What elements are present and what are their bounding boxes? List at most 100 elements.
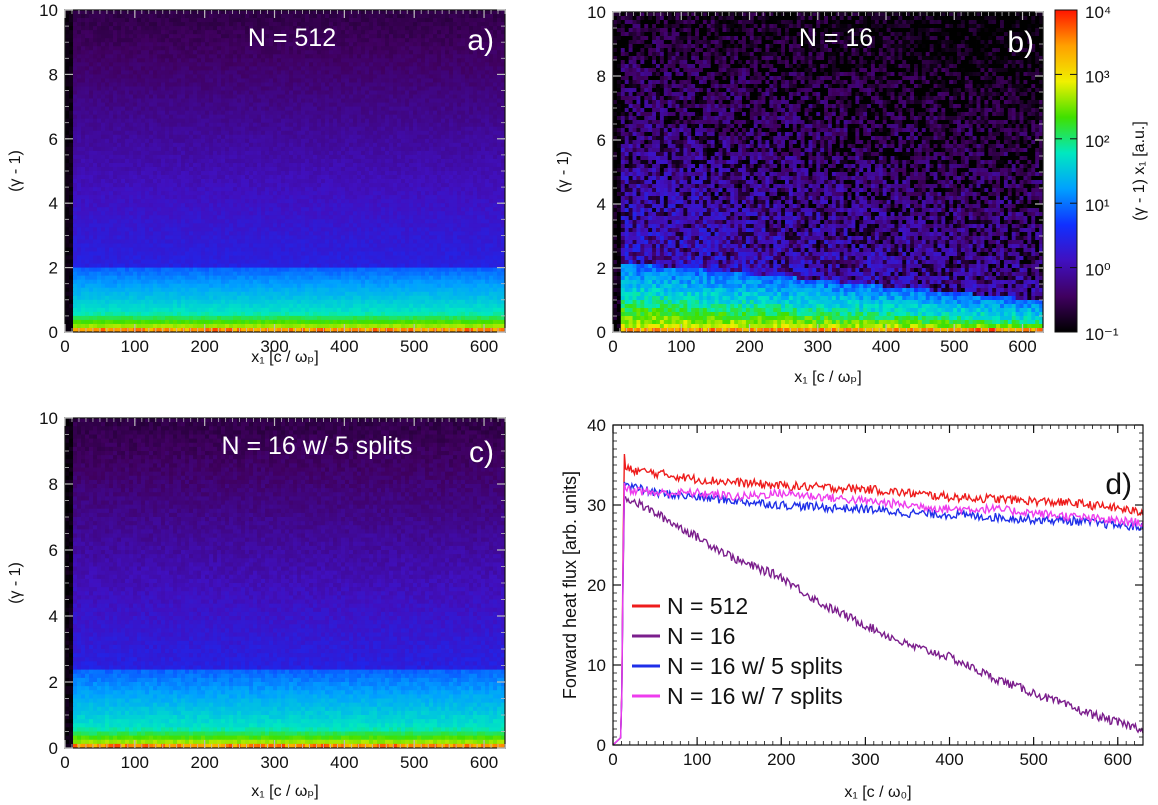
- heatmap-cell: [393, 30, 397, 34]
- heatmap-cell: [397, 119, 401, 123]
- heatmap-cell: [437, 54, 441, 58]
- heatmap-cell: [417, 143, 421, 147]
- heatmap-cell: [201, 86, 205, 90]
- heatmap-cell: [85, 159, 89, 163]
- heatmap-cell: [289, 74, 293, 78]
- heatmap-cell: [333, 135, 337, 139]
- heatmap-cell: [457, 30, 461, 34]
- heatmap-cell: [217, 91, 221, 95]
- heatmap-cell: [489, 103, 493, 107]
- heatmap-cell: [281, 99, 285, 103]
- heatmap-cell: [453, 131, 457, 135]
- heatmap-cell: [337, 115, 341, 119]
- heatmap-cell: [473, 91, 477, 95]
- heatmap-cell: [401, 91, 405, 95]
- heatmap-cell: [481, 111, 485, 115]
- heatmap-cell: [241, 58, 245, 62]
- heatmap-cell: [237, 46, 241, 50]
- heatmap-cell: [69, 74, 73, 78]
- heatmap-cell: [181, 159, 185, 163]
- heatmap-cell: [453, 147, 457, 151]
- heatmap-cell: [149, 135, 153, 139]
- heatmap-cell: [145, 42, 149, 46]
- heatmap-cell: [137, 10, 141, 14]
- heatmap-cell: [261, 58, 265, 62]
- heatmap-cell: [341, 26, 345, 30]
- heatmap-cell: [213, 82, 217, 86]
- heatmap-cell: [285, 119, 289, 123]
- heatmap-cell: [145, 159, 149, 163]
- heatmap-cell: [177, 42, 181, 46]
- heatmap-cell: [209, 82, 213, 86]
- heatmap-cell: [413, 131, 417, 135]
- heatmap-cell: [461, 82, 465, 86]
- heatmap-cell: [441, 38, 445, 42]
- heatmap-cell: [241, 135, 245, 139]
- heatmap-cell: [473, 66, 477, 70]
- heatmap-cell: [117, 78, 121, 82]
- heatmap-cell: [385, 42, 389, 46]
- heatmap-cell: [493, 58, 497, 62]
- heatmap-cell: [453, 34, 457, 38]
- heatmap-cell: [429, 58, 433, 62]
- heatmap-cell: [405, 119, 409, 123]
- heatmap-cell: [169, 131, 173, 135]
- heatmap-cell: [361, 95, 365, 99]
- heatmap-cell: [221, 78, 225, 82]
- heatmap-cell: [233, 22, 237, 26]
- heatmap-cell: [401, 46, 405, 50]
- heatmap-cell: [329, 66, 333, 70]
- heatmap-cell: [341, 107, 345, 111]
- heatmap-cell: [261, 123, 265, 127]
- heatmap-cell: [461, 159, 465, 163]
- heatmap-cell: [189, 50, 193, 54]
- heatmap-cell: [485, 131, 489, 135]
- heatmap-cell: [89, 107, 93, 111]
- heatmap-cell: [473, 107, 477, 111]
- heatmap-cell: [193, 95, 197, 99]
- heatmap-cell: [125, 18, 129, 22]
- heatmap-cell: [137, 155, 141, 159]
- heatmap-cell: [233, 30, 237, 34]
- heatmap-cell: [101, 127, 105, 131]
- heatmap-cell: [113, 103, 117, 107]
- heatmap-cell: [145, 62, 149, 66]
- heatmap-cell: [113, 70, 117, 74]
- heatmap-cell: [377, 131, 381, 135]
- heatmap-cell: [401, 99, 405, 103]
- heatmap-cell: [245, 151, 249, 155]
- heatmap-cell: [225, 119, 229, 123]
- heatmap-cell: [253, 74, 257, 78]
- heatmap-cell: [365, 30, 369, 34]
- heatmap-cell: [445, 18, 449, 22]
- heatmap-cell: [309, 54, 313, 58]
- heatmap-cell: [349, 14, 353, 18]
- heatmap-cell: [77, 86, 81, 90]
- heatmap-cell: [77, 111, 81, 115]
- heatmap-cell: [433, 74, 437, 78]
- heatmap-cell: [257, 119, 261, 123]
- heatmap-cell: [365, 86, 369, 90]
- heatmap-cell: [193, 26, 197, 30]
- heatmap-cell: [77, 54, 81, 58]
- heatmap-cell: [157, 127, 161, 131]
- heatmap-cell: [437, 78, 441, 82]
- heatmap-cell: [225, 143, 229, 147]
- heatmap-cell: [169, 66, 173, 70]
- heatmap-cell: [369, 151, 373, 155]
- heatmap-cell: [153, 159, 157, 163]
- heatmap-cell: [497, 34, 501, 38]
- heatmap-cell: [265, 91, 269, 95]
- heatmap-cell: [317, 99, 321, 103]
- heatmap-cell: [173, 22, 177, 26]
- heatmap-cell: [405, 62, 409, 66]
- heatmap-cell: [413, 42, 417, 46]
- heatmap-cell: [461, 74, 465, 78]
- heatmap-cell: [177, 70, 181, 74]
- heatmap-cell: [241, 66, 245, 70]
- heatmap-cell: [429, 42, 433, 46]
- heatmap-cell: [453, 111, 457, 115]
- heatmap-cell: [385, 103, 389, 107]
- heatmap-cell: [301, 58, 305, 62]
- heatmap-cell: [353, 107, 357, 111]
